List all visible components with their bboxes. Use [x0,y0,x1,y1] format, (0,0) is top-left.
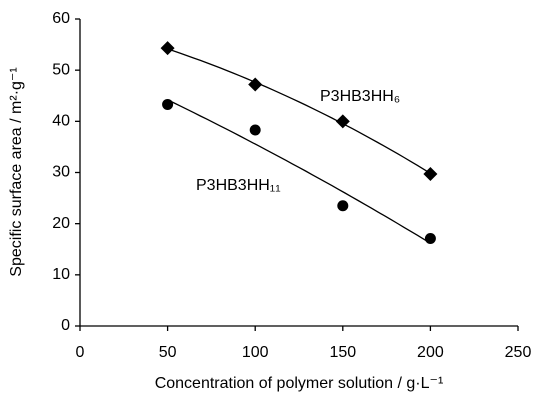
point [335,114,350,129]
y-tick-label: 10 [52,266,70,283]
y-tick-label: 20 [52,215,70,232]
point [249,124,261,136]
point [424,233,436,245]
y-tick-label: 30 [52,164,70,181]
point [337,200,349,212]
y-tick-label: 50 [52,61,70,78]
series-label: P3HB3HH₁₁ [196,177,281,194]
point [160,41,175,56]
point [248,77,263,92]
trend-line [167,99,431,244]
y-tick-label: 60 [52,10,70,27]
trend-line [167,48,431,174]
x-axis-label: Concentration of polymer solution / g·L⁻… [155,375,444,392]
x-tick-label: 200 [417,344,444,361]
x-tick-label: 150 [329,344,356,361]
x-tick-label: 50 [159,344,177,361]
x-tick-label: 250 [505,344,532,361]
x-tick-label: 100 [242,344,269,361]
point [423,167,438,182]
x-tick-label: 0 [76,344,85,361]
y-tick-label: 40 [52,113,70,130]
series-label: P3HB3HH₆ [320,88,400,105]
y-tick-label: 0 [61,317,70,334]
y-axis-label: Specific surface area / m²·g⁻¹ [8,67,25,276]
point [162,98,174,110]
